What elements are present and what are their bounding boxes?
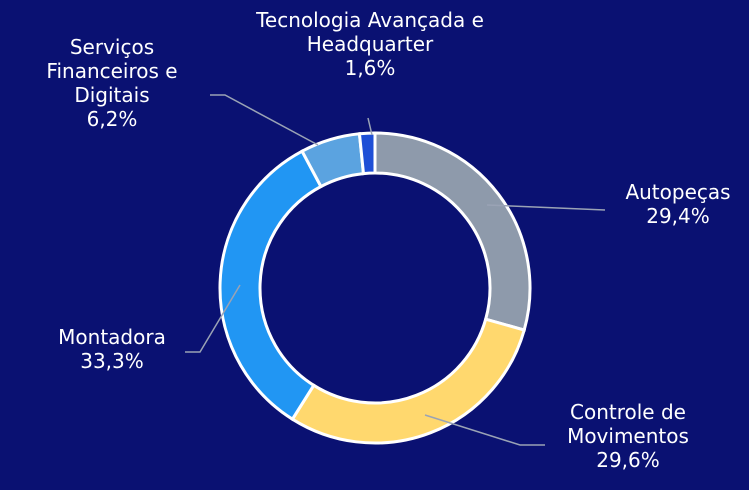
value-label: 29,4% (646, 204, 710, 228)
value-label: 33,3% (80, 349, 144, 373)
category-label: Montadora (58, 325, 166, 349)
category-label: Controle de Movimentos (567, 400, 689, 448)
leader-line (367, 117, 373, 136)
value-label: 6,2% (86, 107, 138, 131)
category-label: Autopeças (625, 180, 731, 204)
donut-slice (218, 149, 323, 422)
category-label: Serviços Financeiros e Digitais (46, 35, 178, 107)
leader-line (185, 284, 241, 353)
value-label: 1,6% (344, 56, 396, 80)
category-label: Tecnologia Avançada e Headquarter (256, 8, 484, 56)
donut-slice (373, 131, 532, 332)
donut-slice (290, 317, 527, 445)
slice-label: Controle de Movimentos 29,6% (548, 400, 708, 472)
slice-label: Serviços Financeiros e Digitais 6,2% (32, 35, 192, 131)
slice-label: Montadora 33,3% (32, 325, 192, 373)
leader-line (424, 414, 545, 446)
leader-line (486, 204, 606, 211)
leader-line (210, 94, 319, 146)
slice-label: Autopeças 29,4% (608, 180, 748, 228)
slice-label: Tecnologia Avançada e Headquarter 1,6% (200, 8, 540, 80)
value-label: 29,6% (596, 448, 660, 472)
donut-slice (357, 131, 377, 176)
